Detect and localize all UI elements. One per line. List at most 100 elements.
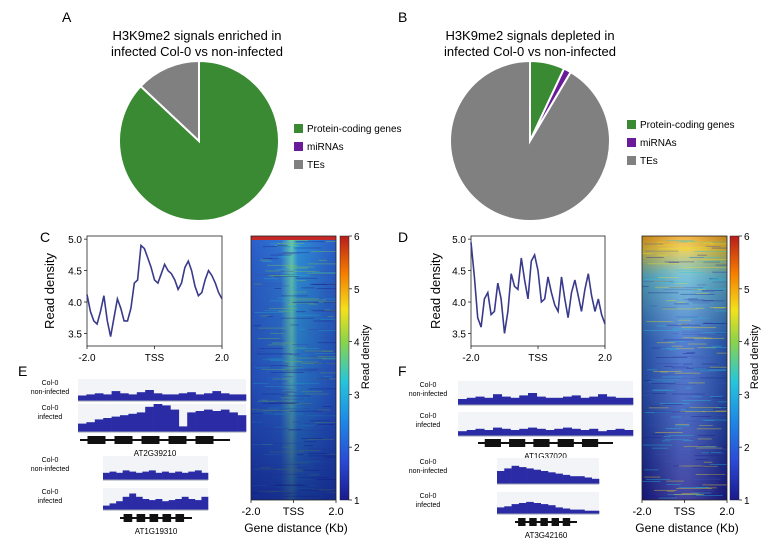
heatmap-texture <box>698 425 713 426</box>
heatmap-texture <box>700 259 727 260</box>
heatmap-texture <box>692 396 702 398</box>
heatmap-texture <box>664 436 671 437</box>
heatmap-texture <box>675 282 688 284</box>
coverage-bar <box>554 428 564 436</box>
colorbar-tick-label: 1 <box>354 496 360 507</box>
heatmap-texture <box>706 487 717 489</box>
heatmap-texture <box>709 307 727 308</box>
heatmap-texture <box>678 487 709 488</box>
heatmap-texture <box>674 303 689 305</box>
colorbar-d: 1 2 3 4 5 6 Read density <box>729 232 761 507</box>
heatmap-texture <box>652 389 670 391</box>
heatmap-texture <box>643 444 673 446</box>
heatmap-texture <box>655 286 685 288</box>
heatmap-texture <box>713 307 725 309</box>
heatmap-texture <box>662 376 684 378</box>
heatmap-texture <box>688 382 705 384</box>
heatmap-texture <box>675 269 698 271</box>
heatmap-texture <box>666 324 701 326</box>
heatmap-texture <box>702 300 714 302</box>
coverage-bar <box>563 396 573 405</box>
track-label-condition: infected <box>416 502 441 509</box>
x-tick-label: -2.0 <box>78 353 96 364</box>
colorbar-tick-label: 4 <box>354 338 360 349</box>
panel-label-f: F <box>398 363 407 379</box>
heatmap-texture <box>698 445 706 447</box>
coverage-bar <box>510 430 520 436</box>
colorbar-tick-label: 2 <box>354 443 360 454</box>
heatmap-texture <box>696 293 709 294</box>
gene-exon <box>562 518 571 526</box>
heatmap-texture <box>664 461 674 462</box>
heatmap-c: -2.0 TSS 2.0 Gene distance (Kb) <box>242 235 348 535</box>
pie-b-title-line1: H3K9me2 signals depleted in <box>445 28 614 43</box>
genome-tracks-e: Col-0 non-infected Col-0 infected AT2G39210 C… <box>31 379 247 536</box>
coverage-bar <box>528 427 538 436</box>
heatmap-texture <box>651 379 679 381</box>
coverage-bar <box>212 391 222 401</box>
heatmap-texture <box>666 438 694 440</box>
heatmap-texture <box>697 435 715 436</box>
coverage-bar <box>536 396 546 405</box>
heatmap-shade <box>251 236 336 500</box>
heatmap-texture <box>642 253 653 254</box>
colorbar-tick-label: 3 <box>744 390 750 401</box>
heatmap-texture <box>711 345 722 347</box>
coverage-bar <box>577 509 585 514</box>
heatmap-texture <box>700 332 727 334</box>
coverage-bar <box>540 504 549 514</box>
heatmap-texture <box>703 322 725 324</box>
gene-exon <box>168 436 187 444</box>
heatmap-texture <box>712 322 724 324</box>
coverage-bar <box>569 476 578 484</box>
heatmap-texture <box>691 494 717 496</box>
coverage-bar <box>181 472 189 480</box>
coverage-bar <box>577 476 585 484</box>
gene-label: AT2G39210 <box>134 449 177 458</box>
gene-exon <box>509 439 526 447</box>
y-tick-label: 5.0 <box>452 235 466 246</box>
coverage-bar <box>533 469 542 484</box>
legend-swatch-protein <box>627 120 636 129</box>
heatmap-texture <box>701 290 724 291</box>
heatmap-texture <box>653 389 675 391</box>
heatmap-texture <box>712 272 727 273</box>
heatmap-texture <box>676 488 713 489</box>
heatmap-texture <box>662 307 677 309</box>
coverage-bar <box>148 470 156 480</box>
heatmap-texture <box>697 438 712 440</box>
coverage-bar <box>187 412 196 432</box>
heatmap-texture <box>666 480 685 482</box>
heatmap-texture <box>688 343 707 345</box>
heatmap-texture <box>644 496 675 498</box>
heatmap-texture <box>663 289 698 291</box>
coverage-bar <box>528 393 538 405</box>
heatmap-texture <box>672 328 696 330</box>
heatmap-texture <box>668 349 679 351</box>
coverage-bar <box>122 470 130 480</box>
coverage-bar <box>178 426 188 432</box>
track-label-sample: Col-0 <box>42 457 59 464</box>
coverage-bar <box>145 390 154 401</box>
coverage-bar <box>519 395 529 405</box>
heatmap-texture <box>644 243 664 245</box>
x-tick-label: 2.0 <box>598 353 612 364</box>
coverage-bar <box>563 427 573 436</box>
legend-swatch-mirna <box>627 138 636 147</box>
heatmap-texture <box>680 411 706 412</box>
coverage-bar <box>562 474 571 484</box>
heatmap-texture <box>659 403 690 404</box>
coverage-bar <box>135 472 143 480</box>
heatmap-texture <box>715 369 726 371</box>
coverage-bar <box>504 468 512 484</box>
x-tick-label: TSS <box>283 506 304 518</box>
coverage-bar <box>510 397 520 405</box>
heatmap-texture <box>703 461 713 463</box>
heatmap-texture <box>665 439 689 440</box>
gene-exon <box>533 439 550 447</box>
gene-exon <box>162 514 172 522</box>
heatmap-highlight <box>642 236 727 500</box>
heatmap-texture <box>702 323 727 324</box>
heatmap-texture <box>653 371 682 372</box>
